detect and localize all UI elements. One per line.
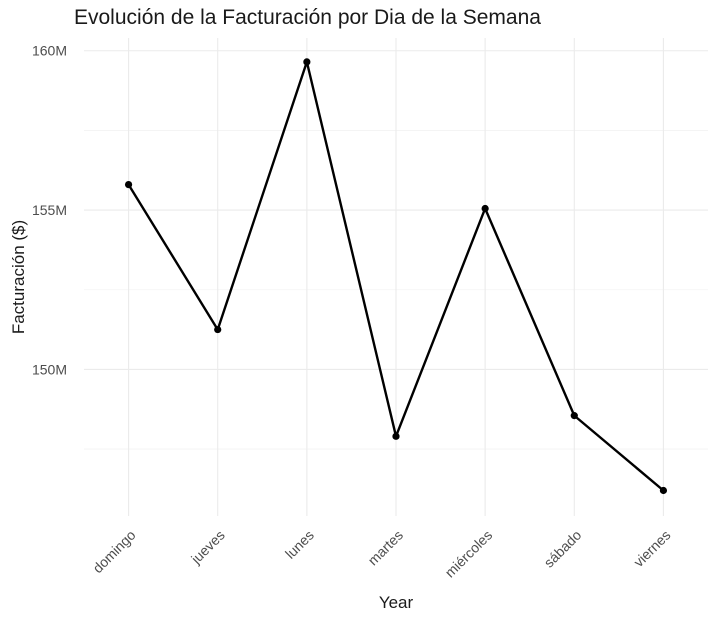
x-tick-label: jueves [187,527,228,568]
x-tick-label: viernes [630,527,673,570]
x-tick-label: domingo [89,527,138,576]
chart-title: Evolución de la Facturación por Dia de l… [74,6,541,29]
data-point [659,486,668,495]
x-tick-label: sábado [541,527,585,571]
data-point [392,432,400,440]
data-point [303,58,311,66]
data-point [214,325,222,334]
series [124,58,668,495]
x-tick-label: lunes [282,527,317,562]
y-axis-title: Facturación ($) [9,220,28,334]
y-tick-label: 150M [32,361,67,377]
x-tick-label: miércoles [442,527,496,581]
x-axis-title: Year [379,593,414,612]
x-tick-label: martes [365,527,407,569]
y-tick-label: 155M [32,202,67,218]
grid [84,38,708,516]
data-point [481,204,489,213]
y-tick-label: 160M [32,43,67,59]
data-point [124,180,133,189]
data-point [570,412,578,420]
